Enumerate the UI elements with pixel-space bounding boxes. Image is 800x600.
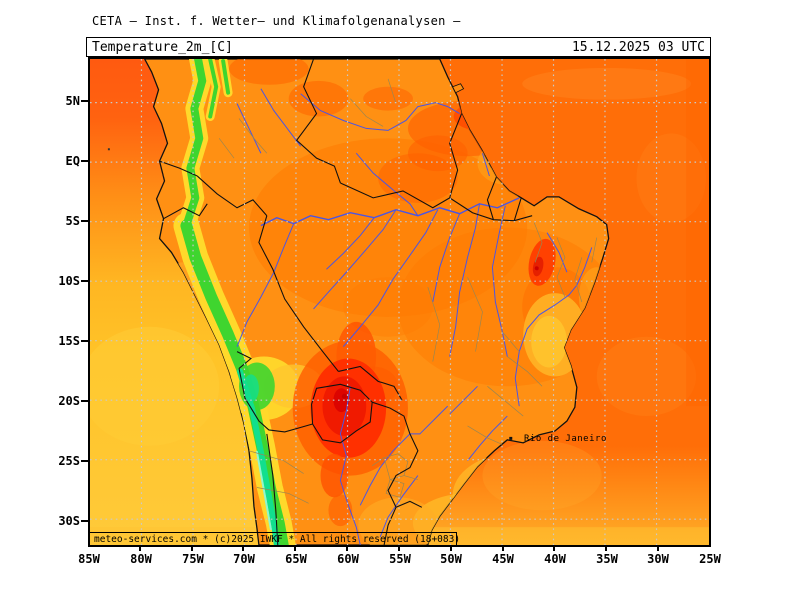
lon-label-30w: 30W xyxy=(647,552,669,566)
lon-label-25w: 25W xyxy=(699,552,721,566)
temperature-map-graphic xyxy=(90,59,709,545)
lat-tick xyxy=(81,100,88,102)
lat-tick xyxy=(81,400,88,402)
lon-tick xyxy=(605,547,607,551)
lat-label-5s: 5S xyxy=(65,214,80,228)
lat-label-20s: 20S xyxy=(58,394,80,408)
city-marker-rio xyxy=(509,436,513,440)
country-borders xyxy=(159,59,533,545)
lon-label-50w: 50W xyxy=(440,552,462,566)
lon-label-70w: 70W xyxy=(233,552,255,566)
lon-tick xyxy=(191,547,193,551)
lat-label-5n: 5N xyxy=(65,94,80,108)
copyright-box: meteo-services.com * (c)2025 IWKF * All … xyxy=(89,532,460,547)
lat-label-30s: 30S xyxy=(58,514,80,528)
lat-tick xyxy=(81,520,88,522)
lon-tick xyxy=(553,547,555,551)
lon-label-65w: 65W xyxy=(285,552,307,566)
lon-tick xyxy=(346,547,348,551)
city-label-rio: Rio de Janeiro xyxy=(524,434,607,444)
graticule xyxy=(90,59,709,545)
lon-label-80w: 80W xyxy=(130,552,152,566)
hot-spot-region xyxy=(292,321,408,527)
lon-label-35w: 35W xyxy=(596,552,618,566)
temperature-map xyxy=(88,57,711,547)
page-title: CETA – Inst. f. Wetter– und Klimafolgena… xyxy=(92,14,461,28)
lat-tick xyxy=(81,340,88,342)
lat-tick xyxy=(81,460,88,462)
state-borders xyxy=(218,78,598,504)
ne-brazil-hot-patch xyxy=(528,238,556,286)
lat-label-eq: EQ xyxy=(65,154,80,168)
title-bar: Temperature_2m_[C] 15.12.2025 03 UTC xyxy=(86,37,711,57)
lon-tick xyxy=(242,547,244,551)
datetime-label: 15.12.2025 03 UTC xyxy=(571,39,705,55)
lon-tick xyxy=(502,547,504,551)
lat-label-25s: 25S xyxy=(58,454,80,468)
lon-tick xyxy=(294,547,296,551)
lat-tick xyxy=(81,220,88,222)
lon-label-85w: 85W xyxy=(78,552,100,566)
lon-tick xyxy=(139,547,141,551)
lon-label-75w: 75W xyxy=(182,552,204,566)
parameter-label: Temperature_2m_[C] xyxy=(92,39,233,55)
lon-tick xyxy=(398,547,400,551)
lon-label-40w: 40W xyxy=(544,552,566,566)
lon-label-55w: 55W xyxy=(389,552,411,566)
lat-tick xyxy=(81,160,88,162)
lon-label-60w: 60W xyxy=(337,552,359,566)
lat-label-15s: 15S xyxy=(58,334,80,348)
lat-tick xyxy=(81,280,88,282)
lon-label-45w: 45W xyxy=(492,552,514,566)
lon-tick xyxy=(657,547,659,551)
lon-tick xyxy=(450,547,452,551)
lat-label-10s: 10S xyxy=(58,274,80,288)
